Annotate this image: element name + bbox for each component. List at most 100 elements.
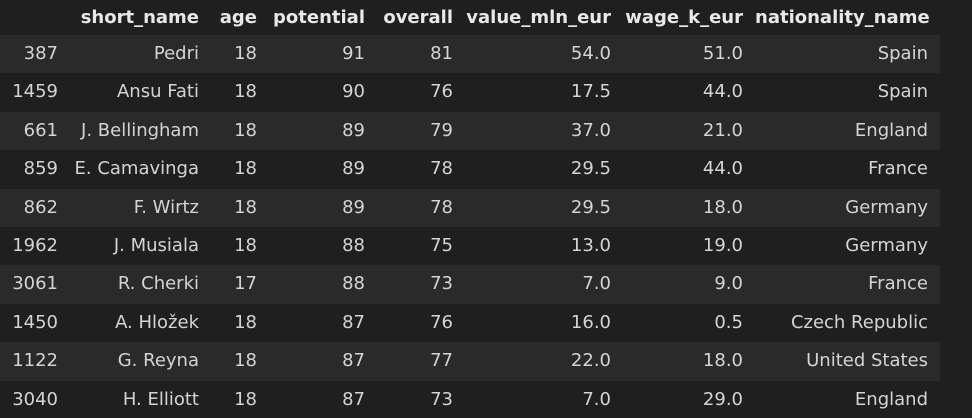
cell-nationality-name: Spain <box>755 73 940 112</box>
row-index: 1122 <box>0 342 70 381</box>
column-header-wage-k-eur: wage_k_eur <box>623 0 755 35</box>
cell-value-mln-eur: 17.5 <box>465 73 623 112</box>
cell-overall: 79 <box>377 111 465 151</box>
cell-potential: 87 <box>269 342 377 381</box>
cell-short-name: J. Musiala <box>70 227 211 266</box>
cell-potential: 88 <box>269 265 377 304</box>
cell-age: 18 <box>211 111 269 151</box>
cell-overall: 78 <box>377 150 465 189</box>
cell-wage-k-eur: 18.0 <box>623 342 755 381</box>
cell-short-name: Pedri <box>70 35 211 74</box>
row-index: 3040 <box>0 380 70 418</box>
cell-age: 18 <box>211 188 269 228</box>
cell-wage-k-eur: 18.0 <box>623 188 755 228</box>
table-row: 3040 H. Elliott 18 87 73 7.0 29.0 England <box>0 380 940 418</box>
row-index: 3061 <box>0 265 70 304</box>
column-header-potential: potential <box>269 0 377 35</box>
cell-age: 18 <box>211 150 269 189</box>
column-header-nationality-name: nationality_name <box>755 0 940 35</box>
row-index: 859 <box>0 150 70 189</box>
row-index: 387 <box>0 35 70 74</box>
row-index: 661 <box>0 111 70 151</box>
cell-nationality-name: France <box>755 150 940 189</box>
index-header <box>0 0 70 35</box>
cell-value-mln-eur: 29.5 <box>465 150 623 189</box>
cell-age: 18 <box>211 227 269 266</box>
cell-wage-k-eur: 44.0 <box>623 150 755 189</box>
table-row: 661 J. Bellingham 18 89 79 37.0 21.0 England <box>0 111 940 151</box>
cell-short-name: J. Bellingham <box>70 111 211 151</box>
row-index: 1450 <box>0 303 70 343</box>
cell-nationality-name: Czech Republic <box>755 303 940 343</box>
cell-age: 18 <box>211 35 269 74</box>
cell-potential: 89 <box>269 150 377 189</box>
cell-nationality-name: France <box>755 265 940 304</box>
cell-wage-k-eur: 19.0 <box>623 227 755 266</box>
dataframe-table: short_name age potential overall value_m… <box>0 0 940 418</box>
table-body: 387 Pedri 18 91 81 54.0 51.0 Spain 1459 Ansu Fati… <box>0 35 940 418</box>
column-header-age: age <box>211 0 269 35</box>
cell-overall: 73 <box>377 265 465 304</box>
cell-potential: 91 <box>269 35 377 74</box>
cell-short-name: E. Camavinga <box>70 150 211 189</box>
cell-value-mln-eur: 29.5 <box>465 188 623 228</box>
cell-short-name: A. Hložek <box>70 303 211 343</box>
table-row: 1459 Ansu Fati 18 90 76 17.5 44.0 Spain <box>0 73 940 112</box>
cell-potential: 89 <box>269 111 377 151</box>
cell-potential: 87 <box>269 380 377 418</box>
table-row: 1450 A. Hložek 18 87 76 16.0 0.5 Czech Republic <box>0 303 940 343</box>
cell-short-name: G. Reyna <box>70 342 211 381</box>
column-header-value-mln-eur: value_mln_eur <box>465 0 623 35</box>
column-header-overall: overall <box>377 0 465 35</box>
cell-nationality-name: Spain <box>755 35 940 74</box>
cell-overall: 81 <box>377 35 465 74</box>
cell-age: 18 <box>211 303 269 343</box>
cell-value-mln-eur: 22.0 <box>465 342 623 381</box>
table-row: 387 Pedri 18 91 81 54.0 51.0 Spain <box>0 35 940 74</box>
cell-value-mln-eur: 54.0 <box>465 35 623 74</box>
cell-overall: 76 <box>377 303 465 343</box>
column-header-short-name: short_name <box>70 0 211 35</box>
cell-potential: 88 <box>269 227 377 266</box>
cell-value-mln-eur: 7.0 <box>465 380 623 418</box>
cell-overall: 78 <box>377 188 465 228</box>
cell-potential: 87 <box>269 303 377 343</box>
header-row: short_name age potential overall value_m… <box>0 0 940 35</box>
cell-overall: 73 <box>377 380 465 418</box>
cell-wage-k-eur: 29.0 <box>623 380 755 418</box>
cell-age: 18 <box>211 380 269 418</box>
cell-nationality-name: England <box>755 380 940 418</box>
cell-short-name: Ansu Fati <box>70 73 211 112</box>
cell-potential: 90 <box>269 73 377 112</box>
cell-wage-k-eur: 44.0 <box>623 73 755 112</box>
dataframe-output: short_name age potential overall value_m… <box>0 0 940 418</box>
row-index: 862 <box>0 188 70 228</box>
table-row: 1962 J. Musiala 18 88 75 13.0 19.0 Germany <box>0 227 940 266</box>
table-row: 859 E. Camavinga 18 89 78 29.5 44.0 France <box>0 150 940 189</box>
cell-wage-k-eur: 51.0 <box>623 35 755 74</box>
table-row: 1122 G. Reyna 18 87 77 22.0 18.0 United States <box>0 342 940 381</box>
cell-wage-k-eur: 21.0 <box>623 111 755 151</box>
cell-nationality-name: Germany <box>755 188 940 228</box>
cell-short-name: R. Cherki <box>70 265 211 304</box>
cell-value-mln-eur: 16.0 <box>465 303 623 343</box>
cell-overall: 75 <box>377 227 465 266</box>
cell-wage-k-eur: 0.5 <box>623 303 755 343</box>
cell-value-mln-eur: 7.0 <box>465 265 623 304</box>
row-index: 1962 <box>0 227 70 266</box>
cell-nationality-name: England <box>755 111 940 151</box>
cell-potential: 89 <box>269 188 377 228</box>
cell-value-mln-eur: 13.0 <box>465 227 623 266</box>
cell-short-name: H. Elliott <box>70 380 211 418</box>
cell-age: 18 <box>211 73 269 112</box>
table-row: 3061 R. Cherki 17 88 73 7.0 9.0 France <box>0 265 940 304</box>
cell-overall: 77 <box>377 342 465 381</box>
cell-overall: 76 <box>377 73 465 112</box>
table-row: 862 F. Wirtz 18 89 78 29.5 18.0 Germany <box>0 188 940 228</box>
cell-wage-k-eur: 9.0 <box>623 265 755 304</box>
cell-age: 17 <box>211 265 269 304</box>
cell-nationality-name: Germany <box>755 227 940 266</box>
cell-age: 18 <box>211 342 269 381</box>
cell-value-mln-eur: 37.0 <box>465 111 623 151</box>
cell-short-name: F. Wirtz <box>70 188 211 228</box>
